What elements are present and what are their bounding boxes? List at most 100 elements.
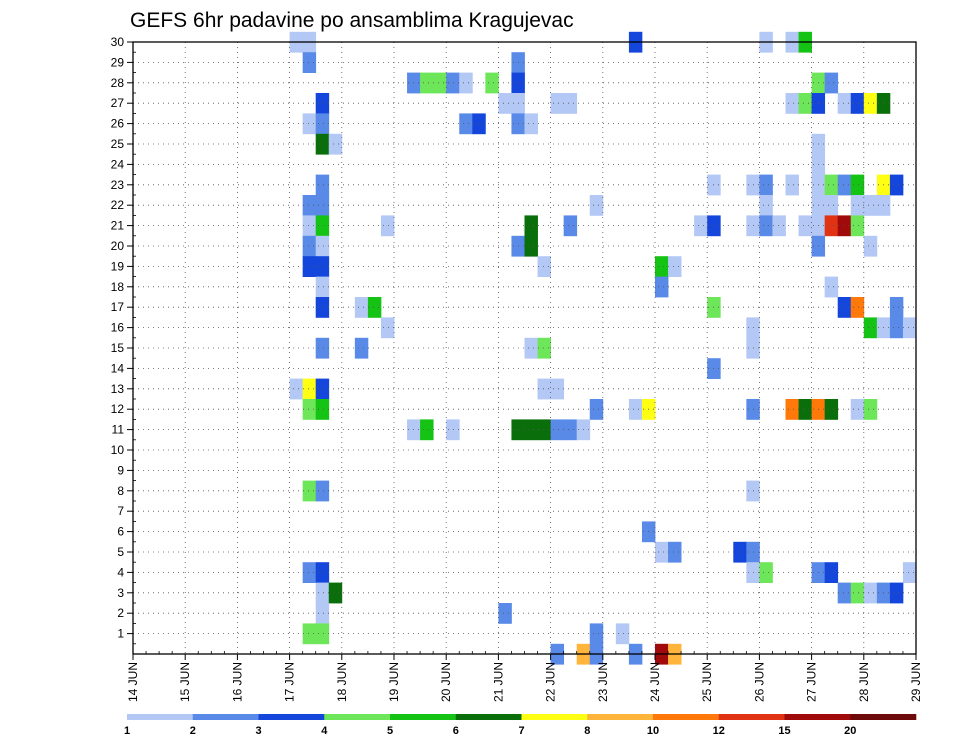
legend-swatch — [390, 714, 457, 720]
heatmap-cell — [328, 582, 343, 604]
y-tick-label: 28 — [111, 76, 125, 90]
heatmap-cells — [289, 31, 917, 665]
heatmap-cell — [668, 256, 682, 277]
heatmap-cell — [550, 419, 565, 441]
chart-title: GEFS 6hr padavine po ansamblima Kragujev… — [130, 9, 574, 32]
heatmap-cell — [315, 256, 330, 277]
heatmap-cell — [302, 113, 317, 135]
heatmap-cell — [420, 419, 434, 441]
y-tick-label: 9 — [117, 463, 124, 477]
y-tick-label: 23 — [111, 178, 125, 192]
y-tick-label: 13 — [111, 382, 125, 396]
heatmap-cell — [837, 93, 852, 114]
heatmap-cell — [655, 256, 669, 277]
y-tick-label: 8 — [117, 484, 124, 498]
color-legend: 1 2 3 4 5 6 7 8 10 12 15 20 — [124, 714, 917, 737]
heatmap-cell — [785, 174, 799, 196]
y-tick-label: 17 — [111, 300, 125, 314]
legend-label: 12 — [713, 725, 725, 737]
grid-lines — [133, 41, 916, 654]
y-tick-label: 4 — [117, 565, 124, 579]
y-tick-label: 24 — [111, 157, 125, 171]
heatmap-cell — [446, 72, 460, 94]
legend-label: 10 — [647, 725, 659, 737]
heatmap-cell — [315, 133, 330, 155]
y-tick-label: 2 — [117, 606, 124, 620]
heatmap-cell — [589, 195, 604, 216]
x-tick-label: 23 JUN — [596, 662, 610, 702]
heatmap-cell — [850, 174, 865, 196]
legend-label: 4 — [321, 725, 328, 737]
heatmap-cell — [850, 582, 865, 604]
legend-label: 7 — [518, 725, 524, 737]
legend-label: 20 — [844, 725, 856, 737]
heatmap-cell — [315, 215, 330, 237]
heatmap-cell — [863, 399, 878, 420]
heatmap-cell — [889, 297, 904, 318]
heatmap-cell — [759, 195, 773, 216]
heatmap-cell — [315, 603, 330, 624]
heatmap-cell — [498, 93, 512, 114]
heatmap-cell — [433, 72, 447, 94]
y-tick-label: 6 — [117, 525, 124, 539]
heatmap-cell — [524, 215, 538, 237]
heatmap-cell — [824, 399, 839, 420]
heatmap-cell — [315, 276, 330, 298]
heatmap-cell — [694, 215, 708, 237]
y-tick-label: 3 — [117, 586, 124, 600]
heatmap-cell — [863, 582, 878, 604]
y-tick-label: 10 — [111, 443, 125, 457]
heatmap-cell — [850, 195, 865, 216]
heatmap-cell — [628, 399, 643, 420]
legend-swatch — [324, 714, 391, 720]
legend-label: 5 — [387, 725, 393, 737]
heatmap-cell — [655, 541, 669, 563]
heatmap-cell — [367, 297, 382, 318]
heatmap-cell — [289, 378, 304, 400]
heatmap-cell — [354, 337, 369, 359]
heatmap-cell — [615, 623, 630, 645]
x-tick-label: 26 JUN — [752, 662, 766, 702]
x-tick-label: 27 JUN — [805, 662, 819, 702]
heatmap-cell — [824, 562, 839, 583]
heatmap-cell — [328, 133, 343, 155]
x-tick-label: 19 JUN — [387, 662, 401, 702]
y-tick-label: 12 — [111, 402, 125, 416]
x-tick-label: 22 JUN — [544, 662, 558, 702]
heatmap-cell — [863, 235, 878, 257]
heatmap-cell — [824, 195, 839, 216]
heatmap-cell — [902, 562, 917, 583]
y-tick-label: 19 — [111, 259, 125, 273]
heatmap-cell — [863, 195, 878, 216]
y-tick-label: 20 — [111, 239, 125, 253]
legend-swatch — [718, 714, 785, 720]
x-tick-label: 15 JUN — [178, 662, 192, 702]
y-tick-label: 16 — [111, 321, 125, 335]
heatmap-cell — [315, 195, 330, 216]
x-tick-label: 29 JUN — [909, 662, 923, 702]
heatmap-cell — [889, 582, 904, 604]
y-tick-label: 18 — [111, 280, 125, 294]
heatmap-cell — [302, 399, 317, 420]
heatmap-cell — [759, 215, 773, 237]
x-tick-label: 24 JUN — [648, 662, 662, 702]
legend-label: 1 — [124, 725, 130, 737]
heatmap-cell — [863, 317, 878, 339]
heatmap-cell — [785, 93, 799, 114]
heatmap-cell — [563, 215, 578, 237]
y-tick-label: 21 — [111, 219, 125, 233]
heatmap-cell — [315, 337, 330, 359]
legend-label: 15 — [778, 725, 790, 737]
y-tick-label: 26 — [111, 117, 125, 131]
y-tick-label: 29 — [111, 55, 125, 69]
heatmap-cell — [459, 113, 473, 135]
heatmap-cell — [302, 235, 317, 257]
heatmap-cell — [837, 582, 852, 604]
heatmap-cell — [837, 174, 852, 196]
heatmap-cell — [824, 276, 839, 298]
x-tick-label: 14 JUN — [126, 662, 140, 702]
heatmap-cell — [824, 174, 839, 196]
heatmap-cell — [824, 215, 839, 237]
heatmap-cell — [315, 113, 330, 135]
heatmap-cell — [524, 113, 538, 135]
